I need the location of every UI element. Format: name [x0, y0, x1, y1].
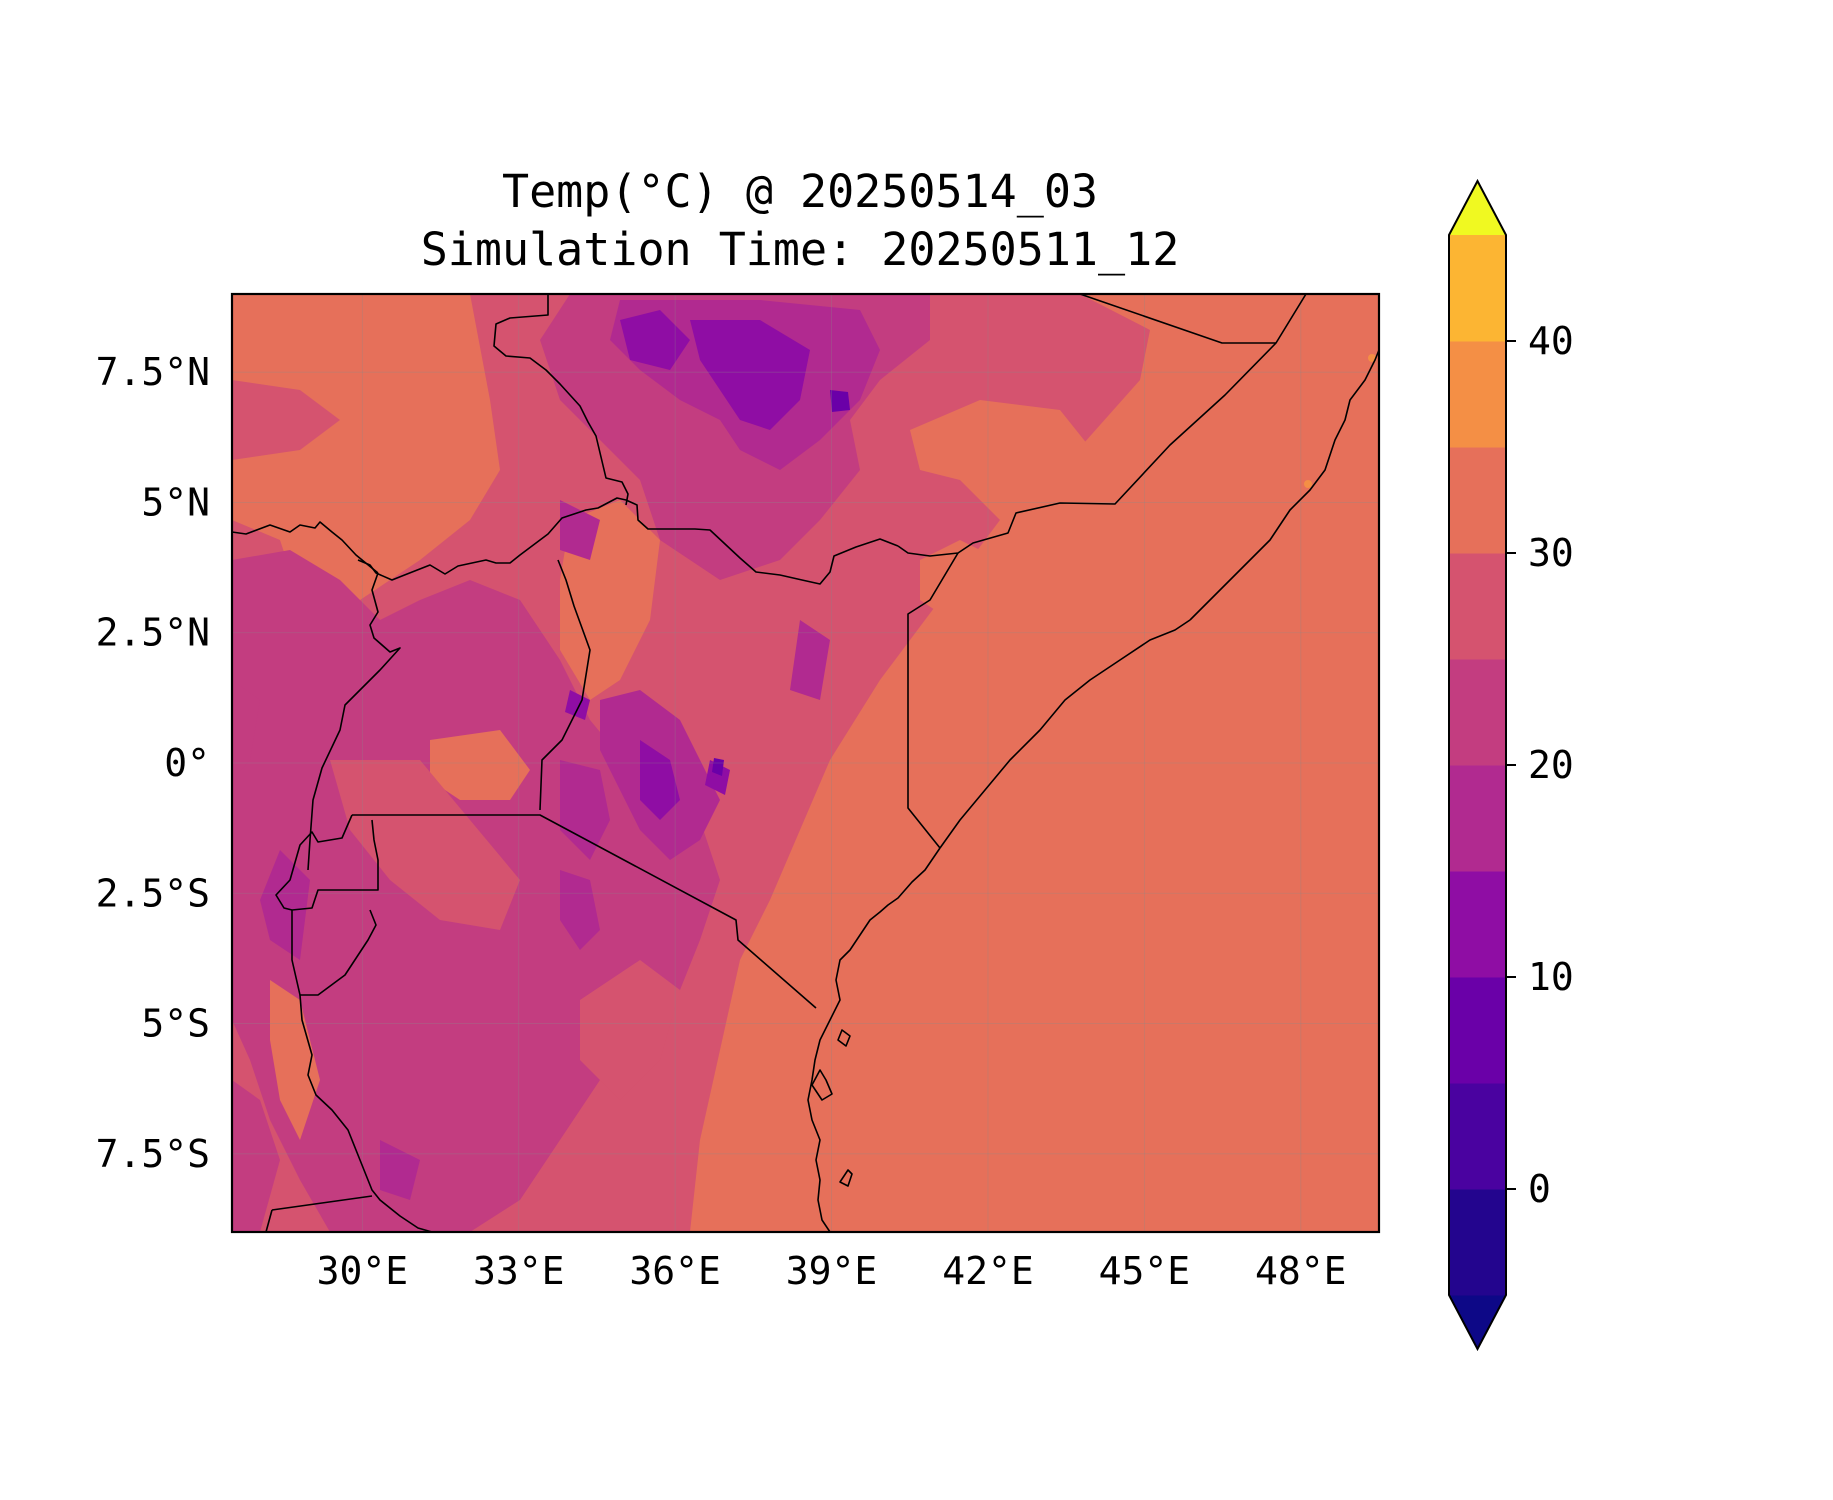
colorbar-tick-label: 20	[1528, 743, 1574, 787]
colorbar-band	[1449, 1189, 1506, 1296]
colorbar-ticks: 0 10 20 30 40	[1506, 319, 1574, 1211]
longitude-ticks: 30°E 33°E 36°E 39°E 42°E 45°E 48°E	[317, 1249, 1347, 1293]
colorbar-outline	[1448, 178, 1507, 1352]
colorbar-tick-label: 30	[1528, 531, 1574, 575]
colorbar-band	[1449, 871, 1506, 978]
lon-tick-label: 39°E	[786, 1249, 878, 1293]
colorbar-tick-label: 0	[1528, 1167, 1551, 1211]
temperature-field	[232, 294, 1379, 1232]
lat-tick-label: 7.5°N	[96, 350, 210, 394]
colorbar-band	[1449, 553, 1506, 660]
chart-title-line-1: Temp(°C) @ 20250514_03	[501, 165, 1099, 218]
latitude-ticks: 7.5°N 5°N 2.5°N 0° 2.5°S 5°S 7.5°S	[96, 350, 210, 1176]
colorbar-tick-label: 10	[1528, 955, 1574, 999]
colorbar-band	[1449, 341, 1506, 448]
colorbar-tick-label: 40	[1528, 319, 1574, 363]
lon-tick-label: 48°E	[1255, 1249, 1347, 1293]
colorbar	[1448, 178, 1507, 1352]
lat-tick-label: 2.5°S	[96, 871, 210, 915]
map-frame	[230, 292, 1381, 1234]
map-gridlines	[232, 294, 1379, 1232]
lon-tick-label: 45°E	[1099, 1249, 1191, 1293]
lat-tick-label: 0°	[164, 741, 210, 785]
colorbar-band	[1449, 1083, 1506, 1190]
lat-tick-label: 5°S	[141, 1002, 210, 1046]
colorbar-band	[1449, 765, 1506, 872]
lon-tick-label: 42°E	[942, 1249, 1034, 1293]
colorbar-under-extension	[1449, 1295, 1506, 1349]
lat-tick-label: 7.5°S	[96, 1132, 210, 1176]
lat-tick-label: 5°N	[141, 480, 210, 524]
lon-tick-label: 30°E	[317, 1249, 409, 1293]
country-borders	[232, 294, 1379, 1232]
lon-tick-label: 33°E	[473, 1249, 565, 1293]
colorbar-band	[1449, 235, 1506, 342]
chart-title-line-2: Simulation Time: 20250511_12	[420, 223, 1180, 276]
colorbar-over-extension	[1449, 181, 1506, 235]
colorbar-band	[1449, 447, 1506, 554]
lon-tick-label: 36°E	[629, 1249, 721, 1293]
colorbar-band	[1449, 659, 1506, 766]
lat-tick-label: 2.5°N	[96, 611, 210, 655]
colorbar-band	[1449, 977, 1506, 1084]
